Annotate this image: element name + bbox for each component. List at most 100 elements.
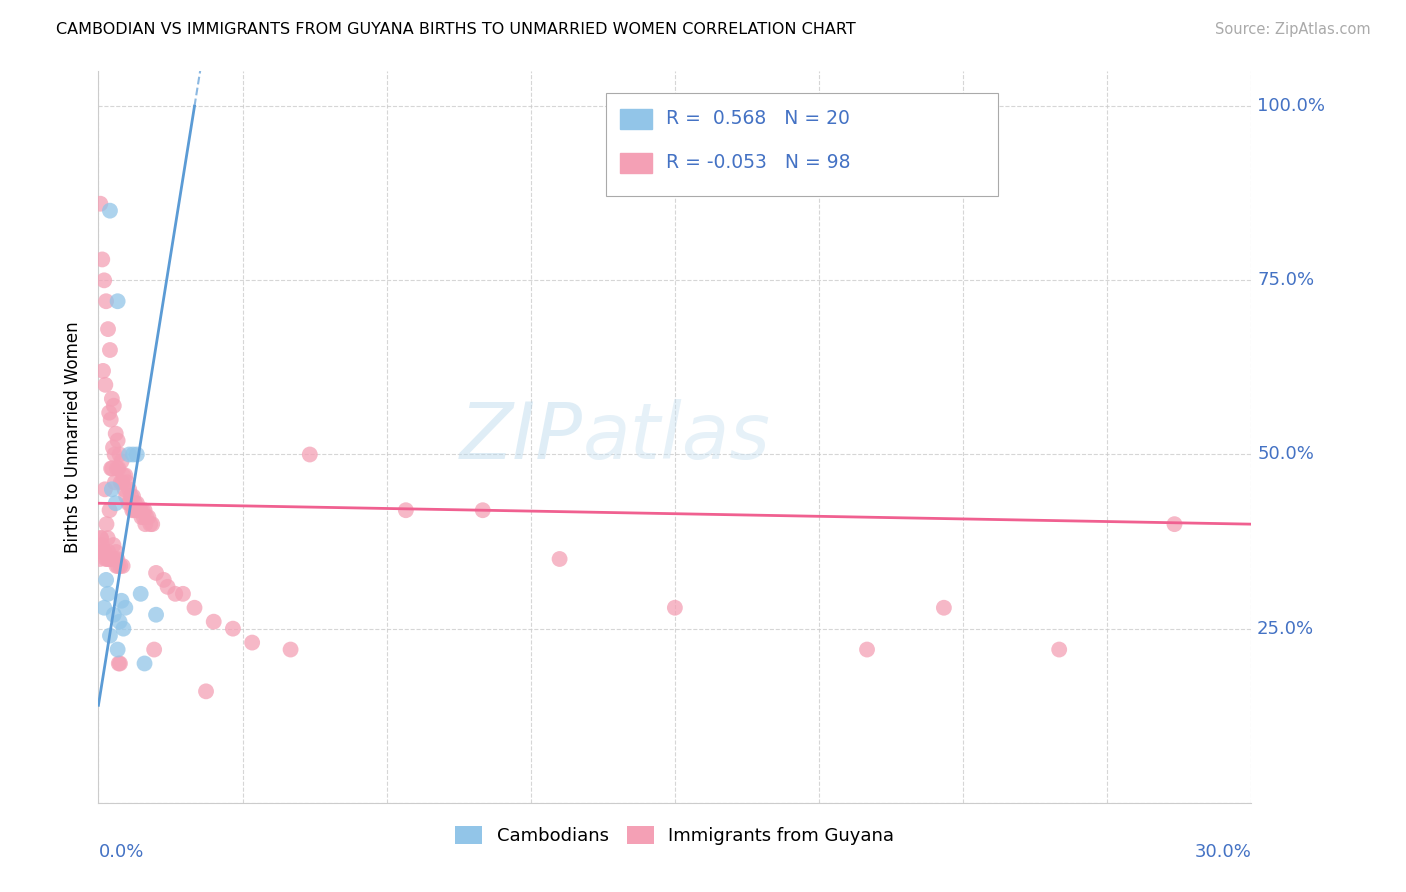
Point xyxy=(145,607,167,622)
Point xyxy=(222,622,245,636)
Point xyxy=(156,580,179,594)
Point xyxy=(91,364,114,378)
Point xyxy=(93,545,115,559)
Point xyxy=(132,510,155,524)
Text: 0.0%: 0.0% xyxy=(98,843,143,861)
Bar xyxy=(620,153,652,173)
Point xyxy=(94,294,117,309)
Point xyxy=(932,600,955,615)
Point xyxy=(183,600,205,615)
Point xyxy=(93,545,115,559)
Text: Source: ZipAtlas.com: Source: ZipAtlas.com xyxy=(1215,22,1371,37)
Point xyxy=(98,406,121,420)
Point xyxy=(129,587,152,601)
Point xyxy=(104,426,127,441)
Point xyxy=(104,475,127,490)
Point xyxy=(471,503,494,517)
Point xyxy=(122,489,145,503)
Point xyxy=(101,552,124,566)
Point xyxy=(125,496,148,510)
Text: CAMBODIAN VS IMMIGRANTS FROM GUYANA BIRTHS TO UNMARRIED WOMEN CORRELATION CHART: CAMBODIAN VS IMMIGRANTS FROM GUYANA BIRT… xyxy=(56,22,856,37)
Point xyxy=(94,573,117,587)
Point xyxy=(172,587,194,601)
Point xyxy=(165,587,187,601)
Point xyxy=(90,531,112,545)
Point xyxy=(112,622,135,636)
Point xyxy=(145,566,167,580)
Point xyxy=(141,517,163,532)
Point xyxy=(152,573,174,587)
Point xyxy=(115,489,138,503)
Point xyxy=(100,412,122,426)
Point xyxy=(110,475,132,490)
Point xyxy=(98,503,121,517)
Point xyxy=(105,461,128,475)
Point xyxy=(134,657,156,671)
Point xyxy=(97,587,120,601)
Text: ZIP: ZIP xyxy=(460,399,582,475)
Point xyxy=(97,545,120,559)
Point xyxy=(103,607,125,622)
Point xyxy=(96,552,118,566)
Point xyxy=(101,483,124,497)
Point xyxy=(107,294,129,309)
Point xyxy=(135,510,157,524)
Bar xyxy=(620,109,652,129)
Point xyxy=(280,642,302,657)
Text: 75.0%: 75.0% xyxy=(1257,271,1315,289)
Point xyxy=(131,503,153,517)
Point xyxy=(108,657,131,671)
Point xyxy=(128,503,150,517)
Point xyxy=(125,503,148,517)
Point xyxy=(90,538,112,552)
Text: 50.0%: 50.0% xyxy=(1257,445,1315,464)
Text: 100.0%: 100.0% xyxy=(1257,97,1324,115)
Point xyxy=(120,489,142,503)
Point xyxy=(122,503,145,517)
Point xyxy=(94,483,117,497)
Point xyxy=(94,377,117,392)
Point xyxy=(89,196,111,211)
Point xyxy=(101,461,124,475)
Point xyxy=(118,496,141,510)
Point xyxy=(298,448,321,462)
Point xyxy=(101,392,124,406)
Point xyxy=(548,552,571,566)
Point xyxy=(91,252,114,267)
Point xyxy=(105,545,128,559)
Point xyxy=(108,448,131,462)
Point xyxy=(114,468,136,483)
Point xyxy=(1163,517,1185,532)
Point xyxy=(101,441,124,455)
Point xyxy=(139,517,162,532)
Point xyxy=(118,483,141,497)
Point xyxy=(121,503,143,517)
Point xyxy=(129,503,152,517)
Point xyxy=(395,503,418,517)
Point xyxy=(127,503,149,517)
Point xyxy=(1047,642,1070,657)
Legend: Cambodians, Immigrants from Guyana: Cambodians, Immigrants from Guyana xyxy=(449,819,901,852)
Point xyxy=(98,343,121,357)
Point xyxy=(129,503,152,517)
Point xyxy=(89,552,111,566)
Point xyxy=(143,642,166,657)
Point xyxy=(97,552,120,566)
Point xyxy=(98,203,121,218)
Point xyxy=(114,600,136,615)
Point xyxy=(124,496,146,510)
Point xyxy=(97,322,120,336)
Text: 25.0%: 25.0% xyxy=(1257,620,1315,638)
Point xyxy=(107,657,129,671)
Point xyxy=(94,552,117,566)
Point xyxy=(240,635,263,649)
Point xyxy=(107,434,129,448)
Point xyxy=(103,552,125,566)
Point xyxy=(111,558,134,573)
Point xyxy=(103,448,125,462)
Point xyxy=(90,531,112,545)
Point xyxy=(107,642,129,657)
Point xyxy=(104,496,127,510)
Point xyxy=(202,615,225,629)
Point xyxy=(112,468,135,483)
